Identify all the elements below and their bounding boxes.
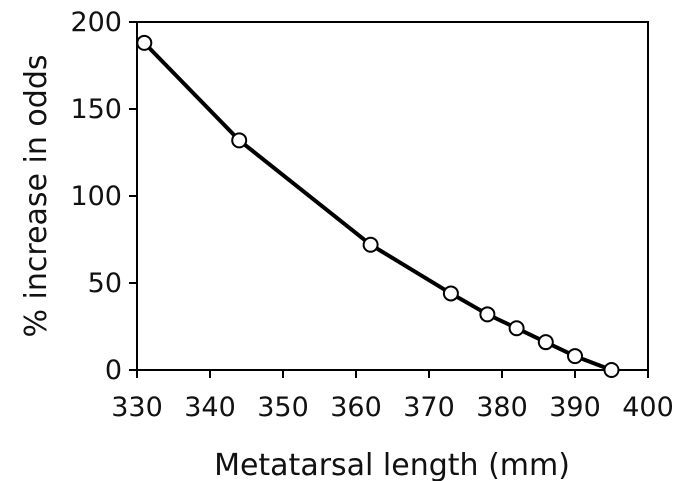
x-tick-label: 330 <box>111 392 163 423</box>
x-axis-title: Metatarsal length (mm) <box>214 448 570 481</box>
plot-frame <box>136 21 649 371</box>
series-line <box>142 40 614 372</box>
data-point <box>136 34 153 51</box>
y-tick-label: 50 <box>88 268 122 299</box>
data-point <box>231 132 248 149</box>
y-tick-label: 0 <box>105 355 122 386</box>
x-tick-label: 390 <box>549 392 601 423</box>
series-layer <box>136 34 620 378</box>
x-tick-label: 340 <box>184 392 236 423</box>
data-point <box>479 306 496 323</box>
x-tick-label: 370 <box>403 392 455 423</box>
y-tick-label: 200 <box>70 7 122 38</box>
y-tick-label: 100 <box>70 181 122 212</box>
x-tick-label: 360 <box>330 392 382 423</box>
data-point <box>442 285 459 302</box>
x-tick-label: 380 <box>476 392 528 423</box>
data-point <box>362 236 379 253</box>
x-tick-label: 400 <box>622 392 674 423</box>
y-axis-ticks: 0 50 100 150 200 <box>70 7 137 386</box>
y-axis-title: % increase in odds <box>19 55 54 338</box>
data-point <box>567 348 583 365</box>
data-point <box>537 334 554 351</box>
x-axis-ticks: 330 340 350 360 370 380 390 400 <box>111 370 674 423</box>
data-point <box>603 362 620 378</box>
y-tick-label: 150 <box>70 94 122 125</box>
x-tick-label: 350 <box>257 392 309 423</box>
data-point <box>508 320 525 337</box>
